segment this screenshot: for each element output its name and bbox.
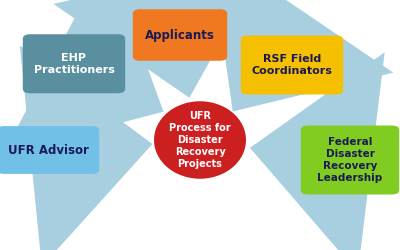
FancyBboxPatch shape <box>0 126 99 174</box>
Text: Federal
Disaster
Recovery
Leadership: Federal Disaster Recovery Leadership <box>317 137 383 183</box>
FancyBboxPatch shape <box>23 34 125 93</box>
FancyBboxPatch shape <box>241 36 343 94</box>
Text: UFR Advisor: UFR Advisor <box>8 144 88 156</box>
Text: Applicants: Applicants <box>145 28 215 42</box>
FancyBboxPatch shape <box>301 126 399 194</box>
Ellipse shape <box>154 101 246 179</box>
Text: EHP
Practitioners: EHP Practitioners <box>34 53 114 75</box>
Text: UFR
Process for
Disaster
Recovery
Projects: UFR Process for Disaster Recovery Projec… <box>169 111 231 169</box>
FancyBboxPatch shape <box>133 9 227 61</box>
Text: RSF Field
Coordinators: RSF Field Coordinators <box>252 54 332 76</box>
